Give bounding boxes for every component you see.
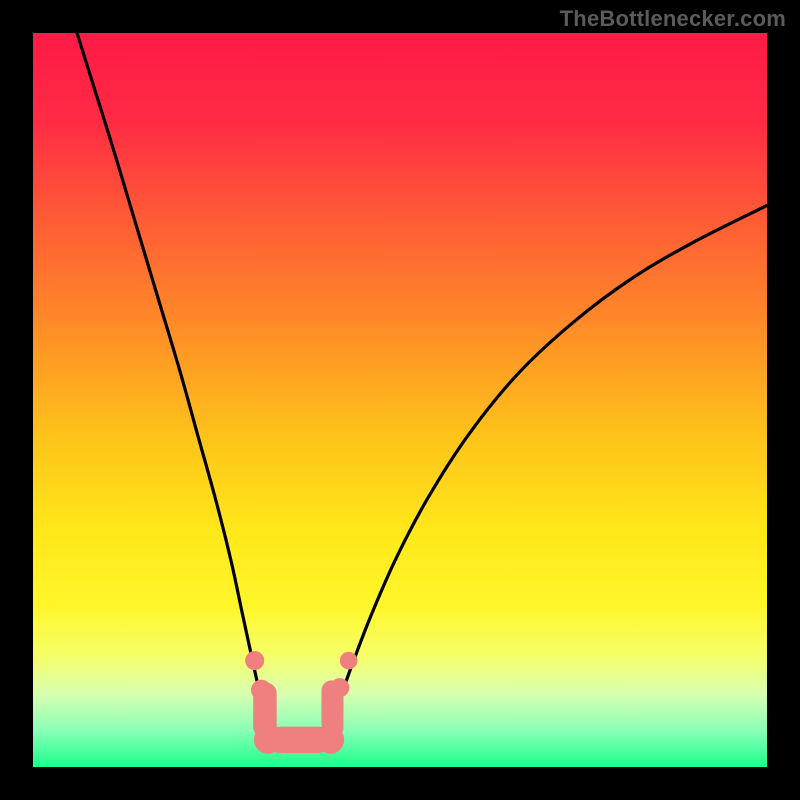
- gradient-background: [33, 33, 767, 767]
- chart-svg: [33, 33, 767, 767]
- chart-frame: TheBottlenecker.com: [0, 0, 800, 800]
- watermark-text: TheBottlenecker.com: [560, 6, 786, 32]
- plot-area: [33, 33, 767, 767]
